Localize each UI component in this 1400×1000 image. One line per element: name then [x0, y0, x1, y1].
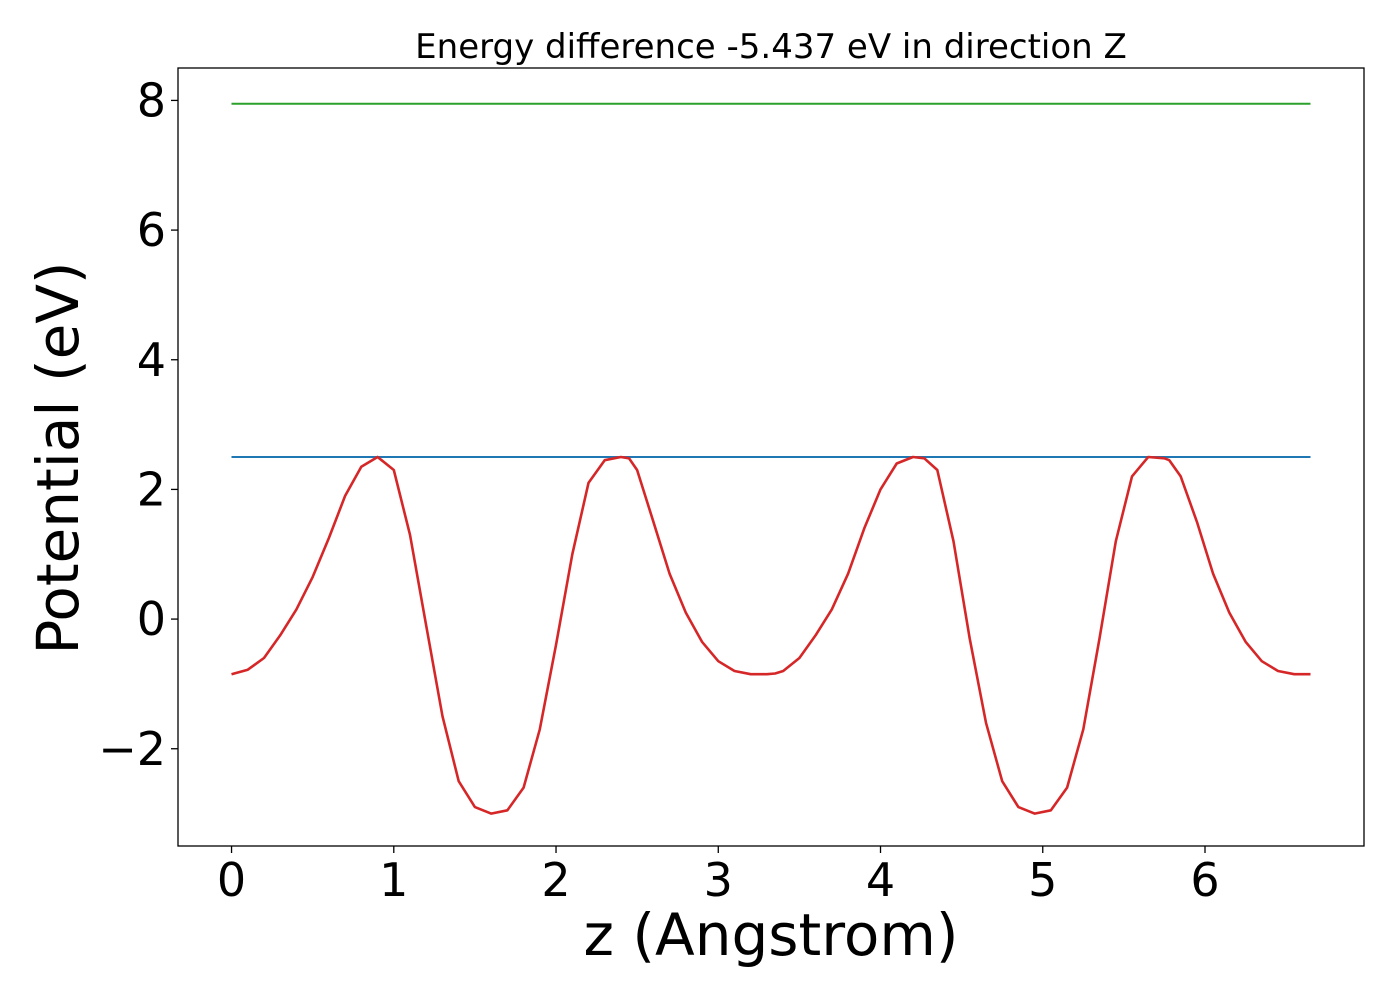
x-tick-label: 6: [1190, 853, 1219, 907]
y-tick-label: 6: [137, 203, 166, 257]
x-tick-label: 1: [379, 853, 408, 907]
chart-title: Energy difference -5.437 eV in direction…: [415, 27, 1127, 67]
y-tick-label: 4: [137, 333, 166, 387]
x-tick-label: 3: [704, 853, 733, 907]
x-axis-ticks: 0 1 2 3 4 5 6: [217, 846, 1220, 907]
x-tick-label: 5: [1028, 853, 1057, 907]
y-tick-label: 0: [137, 592, 166, 646]
series-line-3: [231, 455, 1311, 815]
y-tick-label: 2: [137, 462, 166, 516]
series-layer: [231, 102, 1311, 815]
y-axis-label: Potential (eV): [24, 261, 92, 654]
y-tick-label: −2: [98, 722, 166, 776]
x-tick-label: 4: [866, 853, 895, 907]
plot-area-frame: [177, 67, 1365, 847]
x-tick-label: 2: [541, 853, 570, 907]
x-tick-label: 0: [217, 853, 246, 907]
y-axis-ticks: −2 0 2 4 6 8: [98, 73, 178, 776]
y-tick-label: 8: [137, 73, 166, 127]
x-axis-label: z (Angstrom): [584, 901, 959, 969]
